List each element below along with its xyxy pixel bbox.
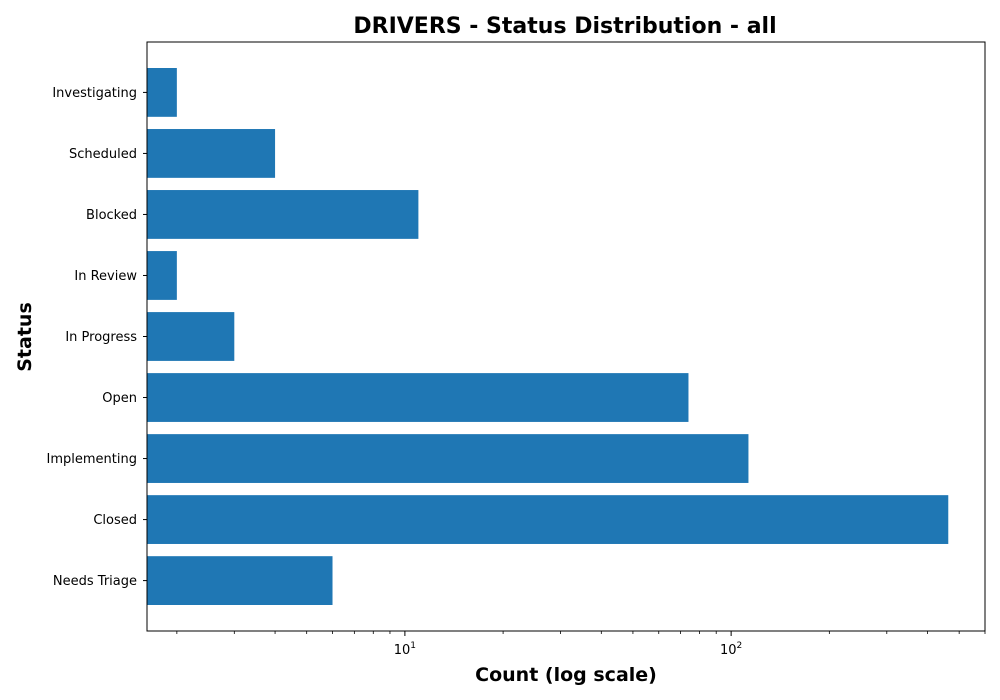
- plot-frame: [146, 41, 986, 632]
- bar-needs-triage: [147, 556, 333, 605]
- x-axis-label: Count (log scale): [475, 664, 657, 686]
- bar-in-review: [147, 251, 177, 300]
- y-tick-label: Open: [102, 391, 137, 406]
- bars-group: [147, 68, 949, 605]
- bar-closed: [147, 495, 949, 544]
- x-axis-ticks: 101 102: [176, 631, 986, 658]
- y-tick-label: In Review: [74, 269, 137, 284]
- x-tick-label: 101: [394, 641, 416, 658]
- bar-investigating: [147, 68, 177, 117]
- y-tick-label: In Progress: [65, 330, 137, 345]
- y-tick-label: Investigating: [52, 86, 137, 101]
- y-tick-label: Closed: [93, 513, 137, 528]
- y-tick-label: Implementing: [47, 452, 137, 467]
- chart-title: DRIVERS - Status Distribution - all: [353, 14, 776, 39]
- x-tick-base: 10: [394, 643, 411, 658]
- y-axis-ticks: Needs Triage Closed Implementing Open In Pro…: [47, 86, 147, 589]
- x-tick-label: 102: [720, 641, 742, 658]
- y-tick-label: Needs Triage: [53, 574, 137, 589]
- x-tick-exponent: 1: [410, 641, 416, 651]
- x-tick-exponent: 2: [737, 641, 743, 651]
- x-tick-base: 10: [720, 643, 737, 658]
- y-tick-label: Blocked: [86, 208, 137, 223]
- bar-in-progress: [147, 312, 235, 361]
- bar-blocked: [147, 190, 419, 239]
- bar-scheduled: [147, 129, 276, 178]
- y-tick-label: Scheduled: [69, 147, 137, 162]
- y-axis-label: Status: [14, 302, 36, 372]
- bar-open: [147, 373, 689, 422]
- bar-implementing: [147, 434, 749, 483]
